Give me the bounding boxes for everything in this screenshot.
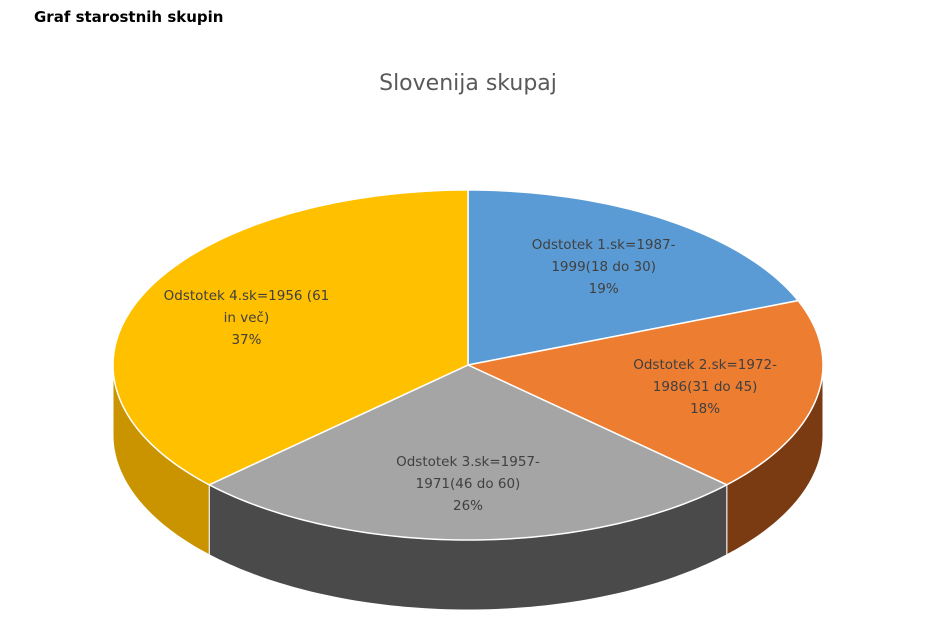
value-label: 19% <box>588 280 619 297</box>
chart-title: Slovenija skupaj <box>379 71 557 96</box>
slice <box>465 299 824 486</box>
slice <box>207 364 729 541</box>
slice <box>467 189 800 366</box>
value-label: 37% <box>231 331 262 348</box>
slice <box>112 189 469 486</box>
data-label: Odstotek 3.sk=1957-1971(46 do 60) 26% <box>378 451 558 517</box>
category-label: Odstotek 4.sk=1956 (61 in več) <box>163 287 330 326</box>
category-label: Odstotek 1.sk=1987-1999(18 do 30) <box>531 236 676 275</box>
data-label: Odstotek 4.sk=1956 (61 in več) 37% <box>156 285 336 351</box>
page-title: Graf starostnih skupin <box>34 8 224 26</box>
value-label: 26% <box>452 498 483 514</box>
value-label: 18% <box>690 401 721 418</box>
data-label: Odstotek 2.sk=1972-1986(31 do 45) 18% <box>615 354 795 420</box>
data-label: Odstotek 1.sk=1987-1999(18 do 30) 19% <box>514 234 694 300</box>
category-label: Odstotek 3.sk=1957-1971(46 do 60) <box>396 454 540 492</box>
category-label: Odstotek 2.sk=1972-1986(31 do 45) <box>633 357 777 396</box>
